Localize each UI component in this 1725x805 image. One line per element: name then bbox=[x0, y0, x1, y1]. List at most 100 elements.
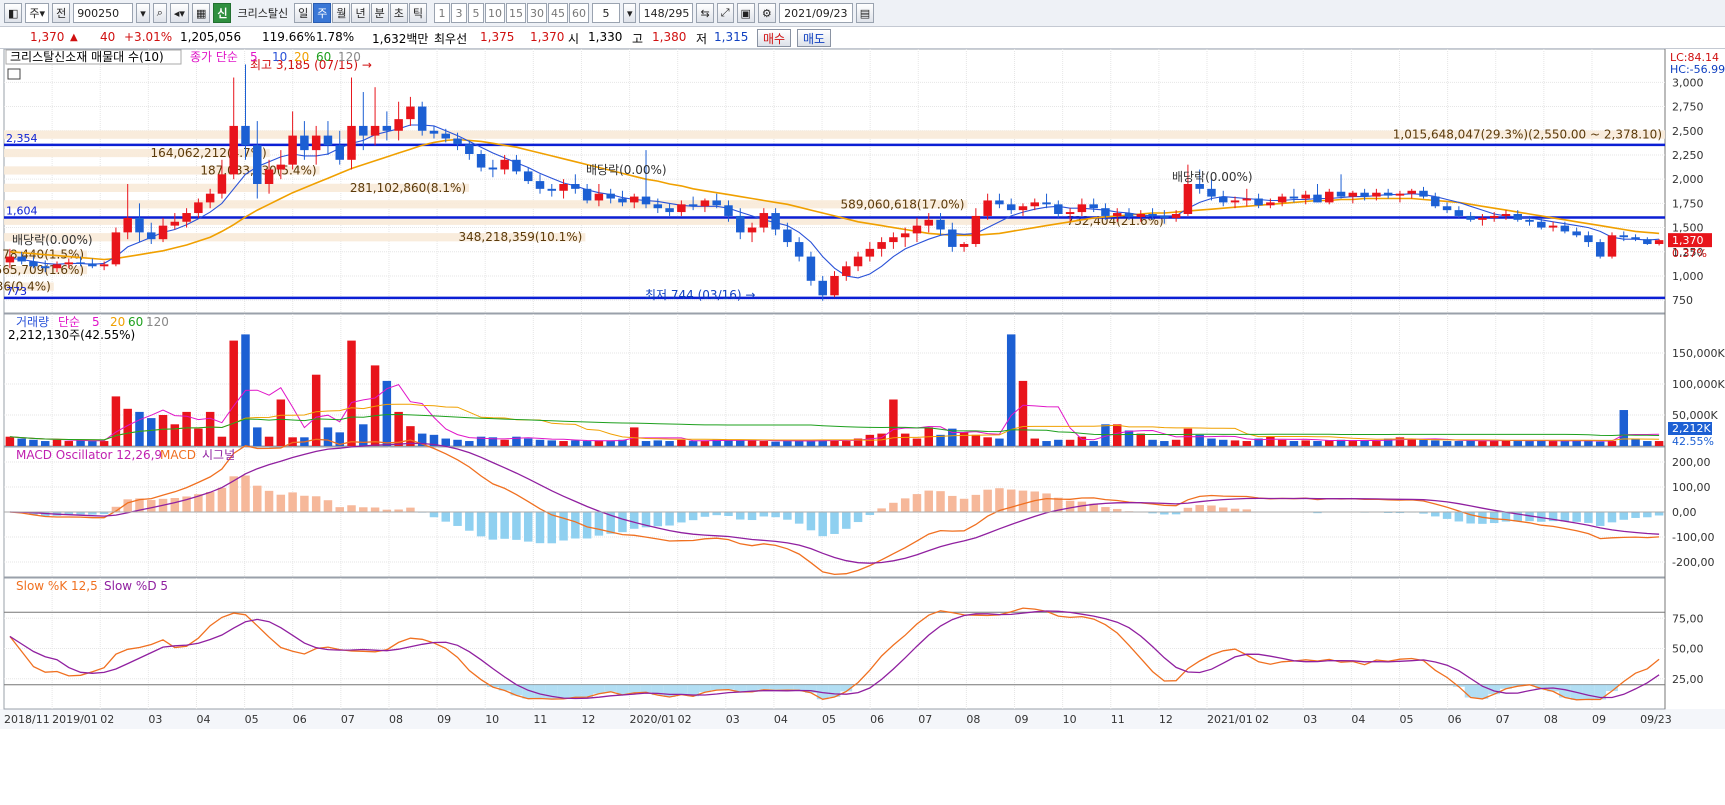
volume-bar bbox=[1101, 424, 1110, 446]
minute-option-30[interactable]: 30 bbox=[526, 3, 547, 23]
minute-option-5[interactable]: 5 bbox=[467, 3, 484, 23]
macd-osc-bar bbox=[1018, 490, 1028, 512]
volume-bar bbox=[453, 439, 462, 446]
macd-osc-bar bbox=[688, 512, 698, 521]
macd-osc-bar bbox=[99, 512, 109, 515]
macd-osc-bar bbox=[1607, 512, 1617, 523]
stoch-title: Slow %K 12,5 bbox=[16, 579, 98, 593]
stoch-oversold-fill bbox=[1535, 684, 1548, 689]
x-tick-label: 09/23 bbox=[1640, 713, 1672, 726]
period-tab-2[interactable]: 월 bbox=[332, 3, 351, 23]
period-tab-4[interactable]: 분 bbox=[370, 3, 389, 23]
code-input[interactable]: 900250 bbox=[73, 3, 134, 23]
open-value: 1,330 bbox=[588, 30, 623, 44]
candle-body bbox=[253, 145, 262, 184]
candle-body bbox=[594, 193, 604, 201]
volume-bar bbox=[276, 399, 286, 446]
period-tab-5[interactable]: 초 bbox=[389, 3, 408, 23]
search-icon[interactable]: ⌕ bbox=[152, 3, 167, 23]
macd-osc-bar bbox=[1395, 512, 1405, 514]
stoch-tick-label: 50,00 bbox=[1672, 643, 1704, 656]
volume-bar bbox=[1089, 441, 1098, 446]
macd-osc-bar bbox=[724, 512, 733, 517]
period-tab-6[interactable]: 틱 bbox=[408, 3, 427, 23]
volume-bar bbox=[194, 428, 203, 446]
settings-icon[interactable]: ⚙ bbox=[757, 3, 776, 23]
period-type-select[interactable]: 주 ▾ bbox=[25, 3, 50, 23]
candle-body bbox=[1054, 204, 1063, 215]
macd-osc-bar bbox=[653, 512, 663, 527]
grid-icon[interactable]: ▦ bbox=[191, 3, 211, 23]
minute-option-15[interactable]: 15 bbox=[505, 3, 526, 23]
candle-body bbox=[853, 256, 863, 267]
minute-option-10[interactable]: 10 bbox=[484, 3, 505, 23]
stoch-oversold-fill bbox=[651, 684, 664, 696]
volume-bar bbox=[359, 424, 368, 446]
candle-body bbox=[147, 232, 156, 240]
candle-body bbox=[1631, 237, 1640, 240]
stoch-oversold-fill bbox=[486, 684, 499, 688]
prev-button[interactable]: 전 bbox=[52, 3, 71, 23]
volume-bar bbox=[1489, 439, 1499, 446]
macd-osc-bar bbox=[1195, 505, 1204, 512]
minute-option-60[interactable]: 60 bbox=[568, 3, 589, 23]
candle-body bbox=[912, 225, 922, 234]
buy-button[interactable]: 매수 bbox=[757, 29, 791, 47]
calendar-icon[interactable]: ▤ bbox=[855, 3, 875, 23]
minute-option-3[interactable]: 3 bbox=[450, 3, 467, 23]
speaker-icon[interactable]: ◂▾ bbox=[169, 3, 189, 23]
save-icon[interactable]: ▣ bbox=[736, 3, 755, 23]
last-price-box bbox=[1668, 233, 1712, 248]
volume-bar bbox=[347, 340, 356, 446]
date-input[interactable]: 2021/09/23 bbox=[778, 3, 853, 23]
high-value: 1,380 bbox=[652, 30, 687, 44]
chart-tool-icon[interactable]: ⇆ bbox=[696, 3, 714, 23]
candle-body bbox=[135, 217, 144, 233]
price-tick-label: 3,000 bbox=[1672, 76, 1704, 89]
candle-body bbox=[1442, 206, 1452, 211]
candle-body bbox=[417, 106, 427, 131]
minute-option-1[interactable]: 1 bbox=[433, 3, 450, 23]
macd-osc-bar bbox=[1313, 512, 1322, 514]
macd-osc-bar bbox=[288, 492, 297, 512]
price-level-label: 2,354 bbox=[6, 132, 38, 145]
volume-bar bbox=[594, 440, 604, 446]
candle-body bbox=[924, 219, 933, 226]
candle-body bbox=[1171, 214, 1181, 218]
volume-profile-bar bbox=[4, 200, 968, 209]
volume-bar bbox=[1560, 441, 1570, 446]
candle-body bbox=[1266, 202, 1275, 206]
macd-osc-bar bbox=[594, 512, 604, 536]
period-tab-1[interactable]: 주 bbox=[313, 3, 332, 23]
candle-body bbox=[276, 164, 286, 170]
stoch-tick-label: 25,00 bbox=[1672, 673, 1704, 686]
volume-legend-prefix: 단순 bbox=[58, 315, 80, 329]
macd-osc-bar bbox=[429, 512, 439, 518]
stock-chart[interactable]: 2018/11 2019/01 02 03 04 05 06 07 08 09 10 11 12 2020… bbox=[0, 49, 1725, 805]
zoom-icon[interactable]: ⤢ bbox=[716, 3, 734, 23]
quote-volume-ratio: 119.66% bbox=[262, 30, 316, 44]
price-tick-label: 2,750 bbox=[1672, 101, 1704, 114]
volume-ma20-line bbox=[9, 403, 1660, 441]
candle-body bbox=[1336, 191, 1346, 197]
ma20-line bbox=[9, 138, 1660, 261]
candle-body bbox=[1112, 213, 1122, 216]
code-dropdown-icon[interactable]: ▾ bbox=[136, 3, 150, 23]
count-dropdown-icon[interactable]: ▾ bbox=[622, 3, 637, 23]
candle-body bbox=[900, 233, 910, 238]
period-tab-0[interactable]: 일 bbox=[294, 3, 313, 23]
x-tick-label: 06 bbox=[870, 713, 884, 726]
macd-osc-bar bbox=[88, 512, 97, 515]
candle-body bbox=[677, 204, 686, 213]
minute-option-45[interactable]: 45 bbox=[547, 3, 568, 23]
candle-body bbox=[1348, 192, 1358, 197]
count-input[interactable]: 5 bbox=[591, 3, 620, 23]
volume-tick-label: 50,000K bbox=[1672, 409, 1718, 422]
candle-body bbox=[1030, 202, 1040, 207]
candle-body bbox=[1101, 208, 1110, 216]
layout-icon[interactable]: ◧ bbox=[4, 3, 23, 23]
volume-bar bbox=[417, 433, 427, 446]
period-tab-3[interactable]: 년 bbox=[351, 3, 370, 23]
volume-bar bbox=[182, 411, 191, 446]
sell-button[interactable]: 매도 bbox=[797, 29, 831, 47]
